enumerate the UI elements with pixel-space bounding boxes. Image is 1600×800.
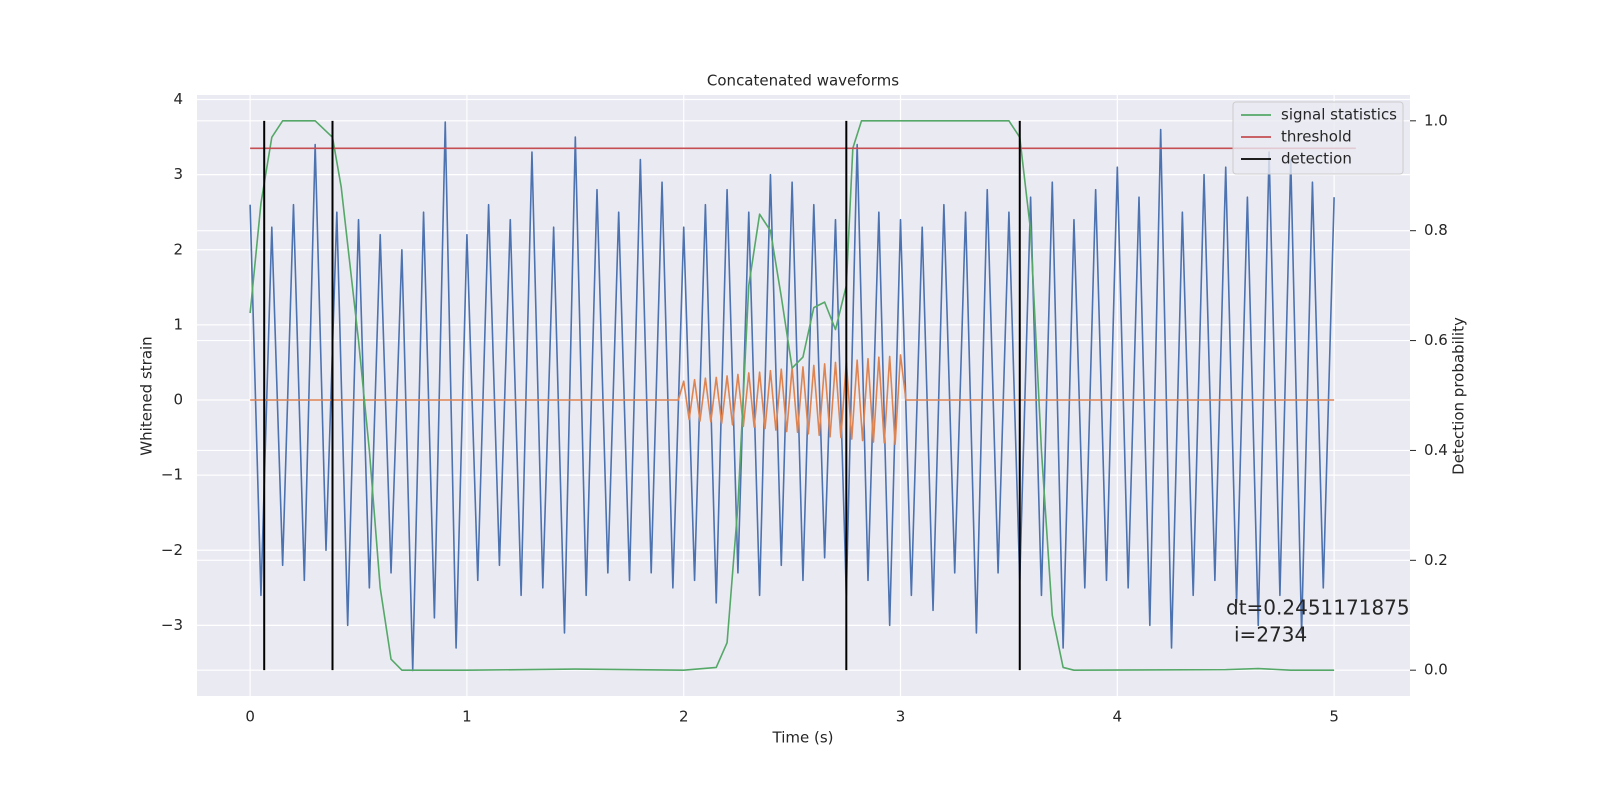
x-axis-label: Time (s) <box>772 729 834 747</box>
y2-tick-label: 0.2 <box>1424 551 1448 569</box>
y2-tick-label: 0.6 <box>1424 331 1448 349</box>
y2-tick-label: 0.4 <box>1424 441 1448 459</box>
y-tick-label: 0 <box>173 391 183 409</box>
series-line <box>249 120 1335 671</box>
legend-box <box>1232 101 1404 175</box>
x-tick-label: 0 <box>245 708 255 726</box>
y2-tick-label: 1.0 <box>1424 111 1448 129</box>
chart-title: Concatenated waveforms <box>707 72 899 90</box>
annotation: dt=0.2451171875 <box>1226 596 1410 620</box>
x-tick-label: 3 <box>896 708 906 726</box>
y2-tick-label: 0.8 <box>1424 221 1448 239</box>
y-tick-label: 3 <box>173 165 183 183</box>
legend-label: signal statistics <box>1281 106 1397 124</box>
y-tick-label: −2 <box>161 541 183 559</box>
plot-area <box>197 95 1410 696</box>
x-tick-label: 5 <box>1329 708 1339 726</box>
x-tick-label: 4 <box>1113 708 1123 726</box>
series-line <box>249 121 1335 672</box>
y-axis-label: Whitened strain <box>138 336 156 455</box>
legend-label: detection <box>1281 150 1352 168</box>
y-tick-label: 1 <box>173 315 183 333</box>
annotation: i=2734 <box>1234 623 1307 647</box>
x-tick-label: 1 <box>462 708 472 726</box>
y-tick-label: 4 <box>173 90 183 108</box>
y-tick-label: −1 <box>161 466 183 484</box>
y-tick-label: −3 <box>161 616 183 634</box>
x-tick-label: 2 <box>679 708 689 726</box>
y2-tick-label: 0.0 <box>1424 661 1448 679</box>
legend-label: threshold <box>1281 128 1352 146</box>
y-tick-label: 2 <box>173 240 183 258</box>
y2-axis-label: Detection probability <box>1450 317 1468 475</box>
